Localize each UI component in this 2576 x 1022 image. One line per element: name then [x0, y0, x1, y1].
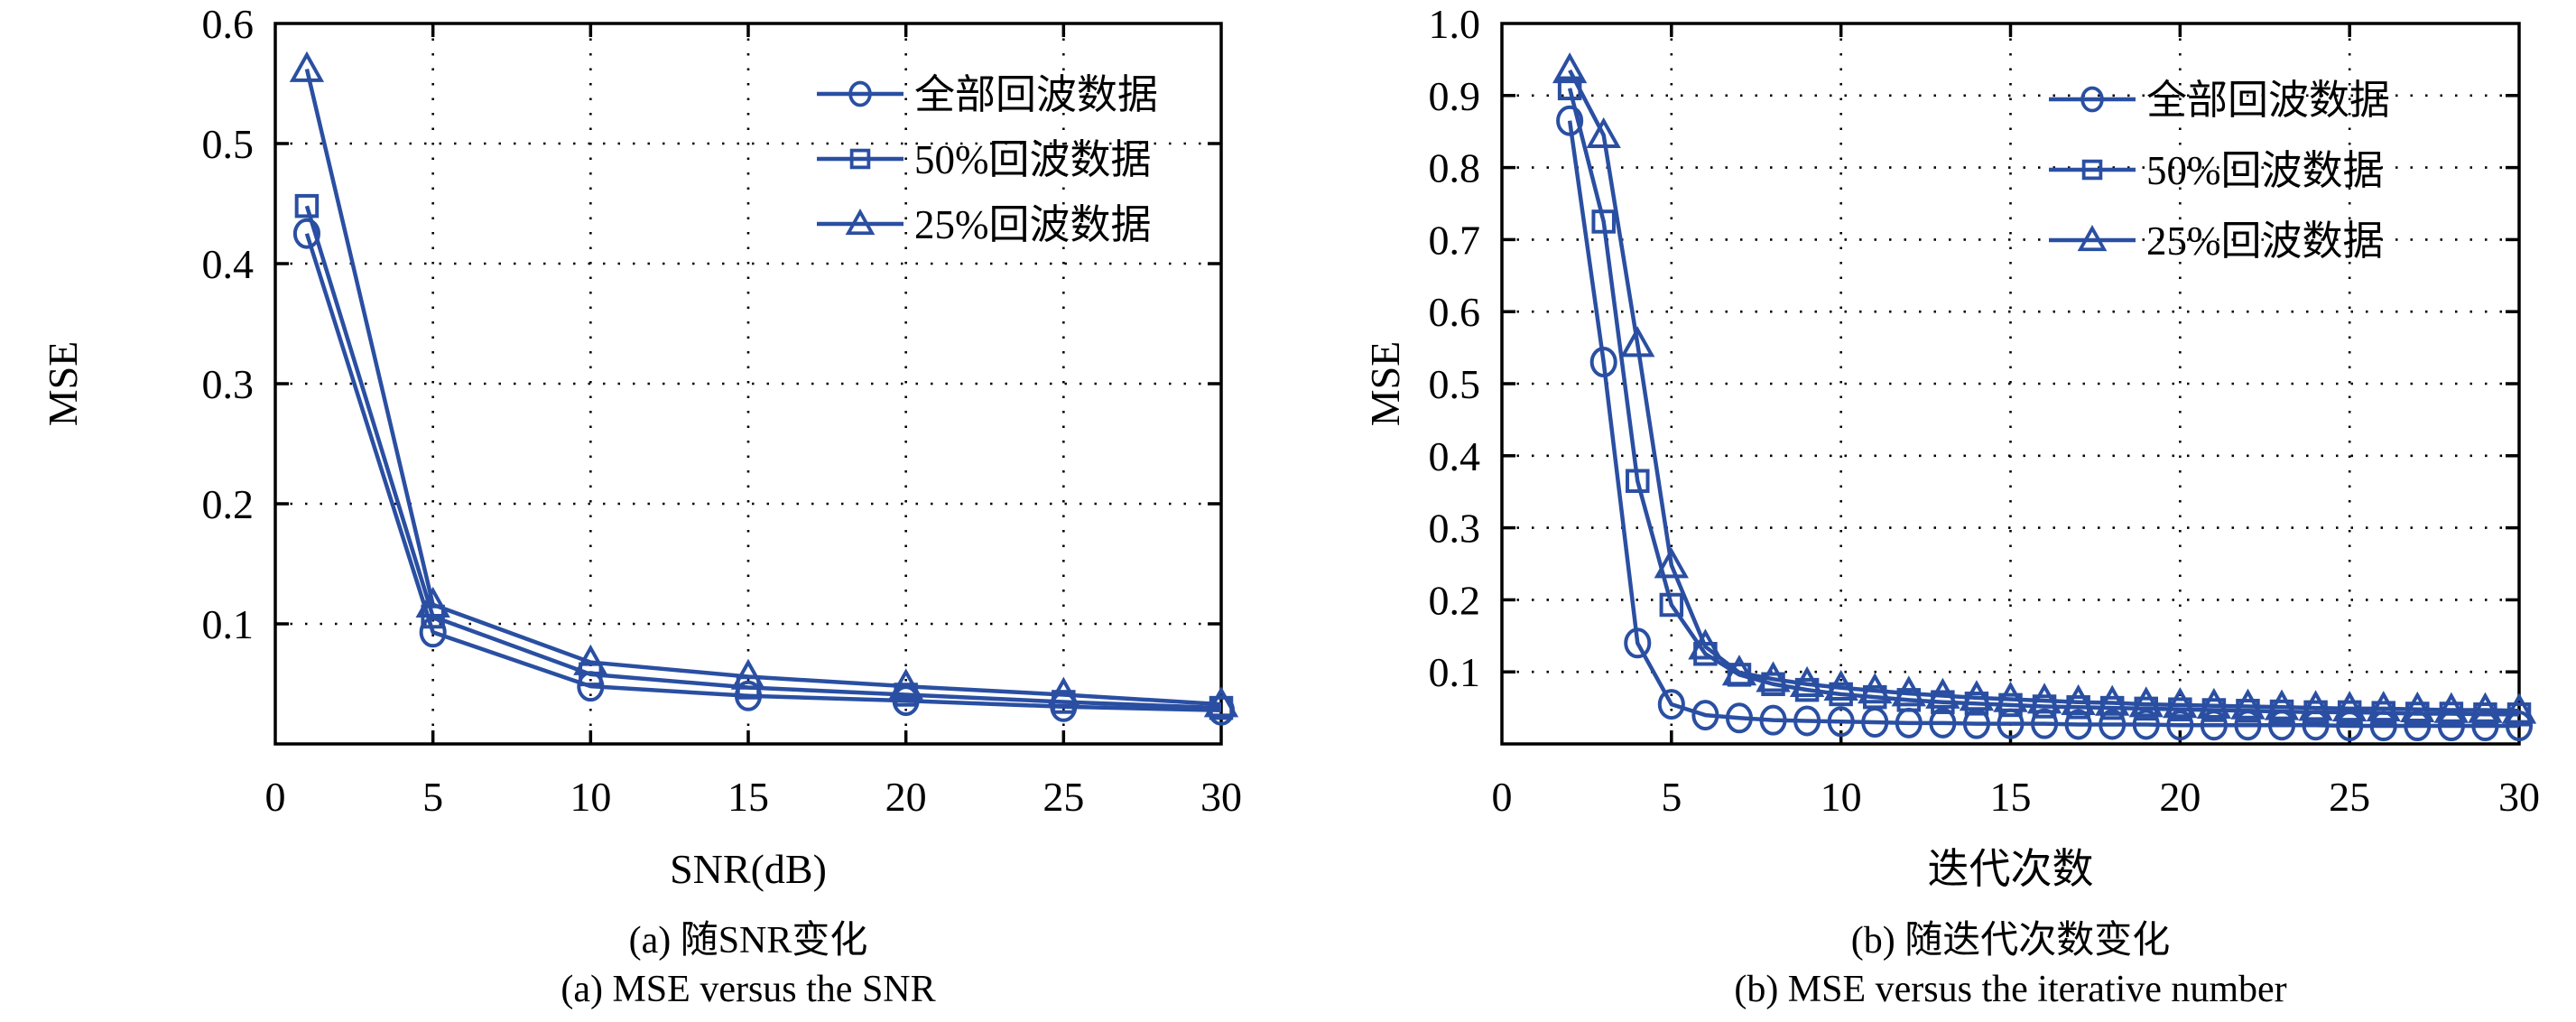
chart-a-gridlines [275, 23, 1221, 744]
chart-a-axes-box [273, 22, 1223, 746]
svg-text:30: 30 [1200, 774, 1242, 820]
chart-b-series-square [1557, 76, 2532, 727]
svg-text:0: 0 [265, 774, 286, 820]
svg-text:0.9: 0.9 [1429, 73, 1481, 119]
chart-b-tick-labels: 0 5 10 15 20 25 30 0.1 0.2 0.3 0.4 0.5 0.6 0.7 0.8 0.9 1… [1429, 1, 2541, 820]
legend-entry-label: 25%回波数据 [914, 202, 1152, 247]
svg-text:10: 10 [570, 774, 611, 820]
chart-a-legend: 全部回波数据 50%回波数据 25%回波数据 [817, 72, 1158, 247]
chart-b-legend: 全部回波数据 50%回波数据 25%回波数据 [2049, 78, 2390, 264]
chart-b: 0 5 10 15 20 25 30 0.1 0.2 0.3 0.4 0.5 0.6 0.7 0.8 0.9 1… [1362, 1, 2540, 892]
chart-a-y-axis-label: MSE [40, 341, 86, 427]
svg-text:10: 10 [1821, 774, 1862, 820]
legend-entry-label: 50%回波数据 [2146, 148, 2384, 193]
svg-text:0.4: 0.4 [202, 241, 255, 287]
svg-text:0: 0 [1492, 774, 1513, 820]
svg-text:0.2: 0.2 [202, 481, 255, 527]
legend-entry-label: 全部回波数据 [2146, 78, 2390, 123]
svg-text:0.5: 0.5 [202, 121, 255, 167]
chart-b-x-axis-label: 迭代次数 [1928, 846, 2094, 892]
caption-b-zh: (b) 随迭代次数变化 [1850, 920, 2171, 962]
legend-entry-label: 25%回波数据 [2146, 218, 2384, 264]
chart-a-tick-labels: 0 5 10 15 20 25 30 0.1 0.2 0.3 0.4 0.5 0.6 [202, 1, 1243, 820]
chart-a-series-circle [292, 218, 1236, 726]
chart-a-x-axis-label: SNR(dB) [670, 846, 827, 892]
svg-text:0.8: 0.8 [1429, 145, 1481, 191]
svg-text:30: 30 [2498, 774, 2540, 820]
svg-text:0.7: 0.7 [1429, 217, 1481, 263]
svg-text:0.5: 0.5 [1429, 361, 1481, 407]
caption-b-en: (b) MSE versus the iterative number [1734, 969, 2287, 1010]
svg-text:1.0: 1.0 [1429, 1, 1481, 47]
svg-text:0.3: 0.3 [202, 361, 255, 407]
svg-text:20: 20 [2159, 774, 2201, 820]
svg-text:0.1: 0.1 [202, 601, 255, 647]
svg-text:0.1: 0.1 [1429, 649, 1481, 695]
chart-b-axes-box [1500, 22, 2521, 746]
chart-a-series-square [294, 193, 1234, 720]
svg-text:25: 25 [2329, 774, 2370, 820]
svg-text:15: 15 [1990, 774, 2032, 820]
svg-text:20: 20 [885, 774, 927, 820]
chart-a: 0 5 10 15 20 25 30 0.1 0.2 0.3 0.4 0.5 0.6 SNR(dB) MSE… [40, 1, 1242, 892]
svg-text:5: 5 [1661, 774, 1682, 820]
svg-text:0.2: 0.2 [1429, 577, 1481, 623]
svg-text:5: 5 [422, 774, 443, 820]
legend-entry-label: 50%回波数据 [914, 137, 1152, 182]
caption-a-zh: (a) 随SNR变化 [628, 920, 868, 962]
svg-text:0.6: 0.6 [202, 1, 255, 47]
legend-entry-label: 全部回波数据 [914, 72, 1158, 117]
svg-text:25: 25 [1042, 774, 1084, 820]
svg-text:0.6: 0.6 [1429, 289, 1481, 335]
chart-b-series-triangle [1552, 52, 2537, 724]
svg-text:0.3: 0.3 [1429, 506, 1481, 552]
svg-text:15: 15 [727, 774, 769, 820]
chart-a-series-triangle [289, 51, 1239, 718]
svg-text:0.4: 0.4 [1429, 433, 1481, 479]
chart-b-gridlines [1502, 23, 2519, 744]
caption-a-en: (a) MSE versus the SNR [561, 969, 936, 1010]
chart-b-y-axis-label: MSE [1362, 341, 1408, 427]
